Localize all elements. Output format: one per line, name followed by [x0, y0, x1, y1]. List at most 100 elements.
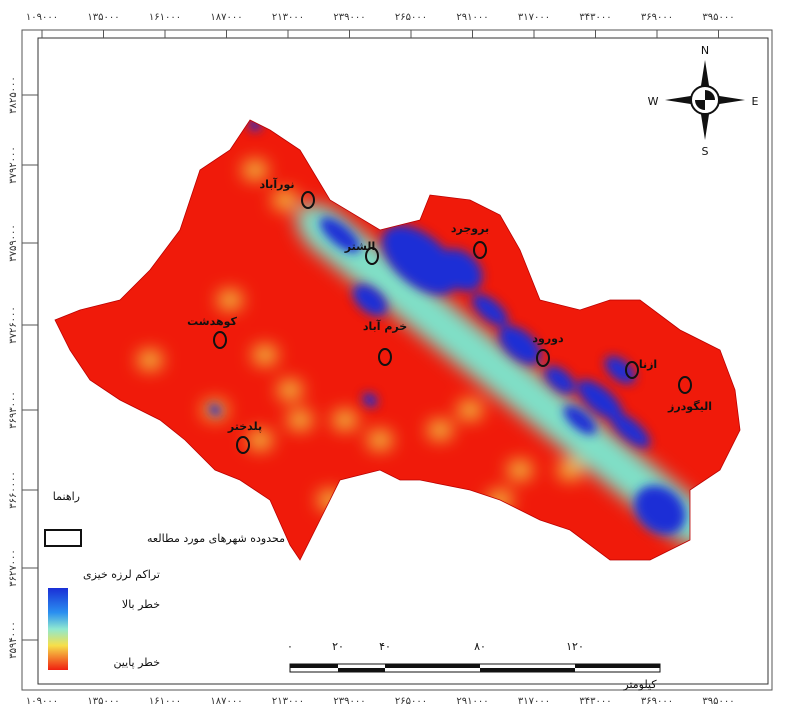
x-coord-label: ۱۶۱۰۰۰	[149, 696, 181, 707]
city-boundary	[301, 191, 315, 209]
y-coord-label: ۳۶۹۳۰۰۰	[8, 391, 19, 429]
study-area-swatch	[44, 529, 82, 547]
city-label: الشتر	[344, 240, 375, 253]
x-coord-label: ۲۳۹۰۰۰	[333, 12, 365, 23]
zone-blob	[288, 411, 312, 429]
y-coord-label: ۳۷۹۲۰۰۰	[8, 146, 19, 184]
x-coord-label: ۳۴۳۰۰۰	[579, 12, 611, 23]
x-coord-label: ۲۹۱۰۰۰	[456, 12, 488, 23]
city-label: پلدختر	[227, 420, 262, 433]
x-coord-label: ۲۳۹۰۰۰	[333, 696, 365, 707]
legend-title: راهنما	[53, 490, 80, 503]
city-boundary	[213, 331, 227, 349]
y-coord-label: ۳۶۶۰۰۰۰	[8, 471, 19, 509]
zone-blob	[352, 284, 388, 316]
high-zone	[208, 120, 686, 535]
zone-blob	[498, 325, 542, 365]
zone-blob	[563, 405, 597, 435]
city-boundary	[365, 247, 379, 265]
zone-blob	[437, 248, 483, 292]
zone-blob	[544, 366, 576, 394]
x-coord-label: ۱۰۹۰۰۰	[26, 696, 58, 707]
city-label: دورود	[532, 332, 564, 345]
north-arrow: N S E W	[648, 44, 759, 158]
zone-blob	[368, 431, 392, 449]
compass-letter: N	[701, 44, 709, 57]
legend-high: خطر بالا	[122, 598, 160, 611]
zone-blob	[381, 225, 459, 295]
x-coord-label: ۱۰۹۰۰۰	[26, 12, 58, 23]
city-label: خرم آباد	[363, 319, 407, 333]
scale-label: ۴۰	[379, 640, 391, 653]
city-boundary	[236, 436, 250, 454]
x-coord-label: ۳۹۵۰۰۰	[702, 12, 734, 23]
zone-blob	[471, 293, 509, 327]
x-coord-label: ۲۶۵۰۰۰	[395, 696, 427, 707]
zone-blob	[253, 346, 277, 364]
y-coord-label: ۳۵۹۴۰۰۰	[8, 621, 19, 659]
city-boundary	[473, 241, 487, 259]
y-coord-label: ۳۸۲۵۰۰۰	[8, 76, 19, 114]
x-coord-label: ۲۱۳۰۰۰	[272, 696, 304, 707]
map-frame	[37, 37, 769, 685]
legend-low: خطر پایین	[113, 656, 160, 669]
zone-blob	[243, 161, 267, 179]
compass-letter: S	[702, 145, 709, 158]
seismic-density-layer	[55, 120, 740, 560]
y-coord-label: ۳۷۵۹۰۰۰	[8, 224, 19, 262]
x-coord-label: ۳۶۹۰۰۰	[641, 696, 673, 707]
zone-blob	[428, 421, 452, 439]
city-boundary	[536, 349, 550, 367]
x-coord-label: ۳۱۷۰۰۰	[518, 696, 550, 707]
x-coord-label: ۳۱۷۰۰۰	[518, 12, 550, 23]
zone-blob	[319, 217, 361, 253]
zone-blob	[273, 191, 297, 209]
legend-subtitle: تراکم لرزه خیزی	[83, 568, 160, 581]
x-coord-label: ۲۹۱۰۰۰	[456, 696, 488, 707]
zone-blob	[634, 485, 686, 535]
province-border	[54, 119, 741, 561]
city-label: بروجرد	[451, 222, 489, 235]
x-coord-label: ۱۳۵۰۰۰	[87, 696, 119, 707]
zone-blob	[208, 404, 222, 416]
city-label: کوهدشت	[187, 315, 237, 328]
zone-blob	[577, 379, 623, 421]
legend-item: محدوده شهرهای مورد مطالعه	[147, 532, 285, 545]
zone-blob	[558, 461, 582, 479]
x-coord-label: ۱۸۷۰۰۰	[210, 696, 242, 707]
compass-letter: E	[752, 95, 759, 108]
city-label: نورآباد	[259, 177, 294, 191]
zone-blob	[458, 401, 482, 419]
density-ramp	[48, 588, 68, 670]
city-boundary	[678, 376, 692, 394]
scale-unit: کیلومتر	[622, 678, 657, 691]
city-boundary	[625, 361, 639, 379]
scale-label: ۰	[287, 640, 293, 653]
zone-blob	[508, 461, 532, 479]
zone-blob	[609, 412, 651, 448]
x-coord-label: ۲۶۵۰۰۰	[395, 12, 427, 23]
scale-label: ۸۰	[474, 640, 486, 653]
x-coord-label: ۲۱۳۰۰۰	[272, 12, 304, 23]
x-coord-label: ۱۸۷۰۰۰	[210, 12, 242, 23]
compass-letter: W	[648, 95, 659, 108]
city-label: ازنا	[639, 358, 657, 371]
x-coord-label: ۱۳۵۰۰۰	[87, 12, 119, 23]
x-coord-label: ۳۴۳۰۰۰	[579, 696, 611, 707]
scale-label: ۱۲۰	[566, 640, 584, 653]
scale-label: ۲۰	[332, 640, 344, 653]
zone-blob	[278, 381, 302, 399]
zone-blob	[248, 431, 272, 449]
x-coord-label: ۳۹۵۰۰۰	[702, 696, 734, 707]
city-boundary	[378, 348, 392, 366]
city-label: الیگودرز	[667, 400, 712, 413]
zone-blob	[218, 291, 242, 309]
zone-blob	[333, 411, 357, 429]
scale-bar	[289, 663, 661, 673]
outer-frame	[21, 29, 773, 691]
y-coord-label: ۳۷۲۶۰۰۰	[8, 306, 19, 344]
x-coord-label: ۳۶۹۰۰۰	[641, 12, 673, 23]
y-coord-label: ۳۶۲۷۰۰۰	[8, 549, 19, 587]
zone-blob	[362, 393, 378, 407]
